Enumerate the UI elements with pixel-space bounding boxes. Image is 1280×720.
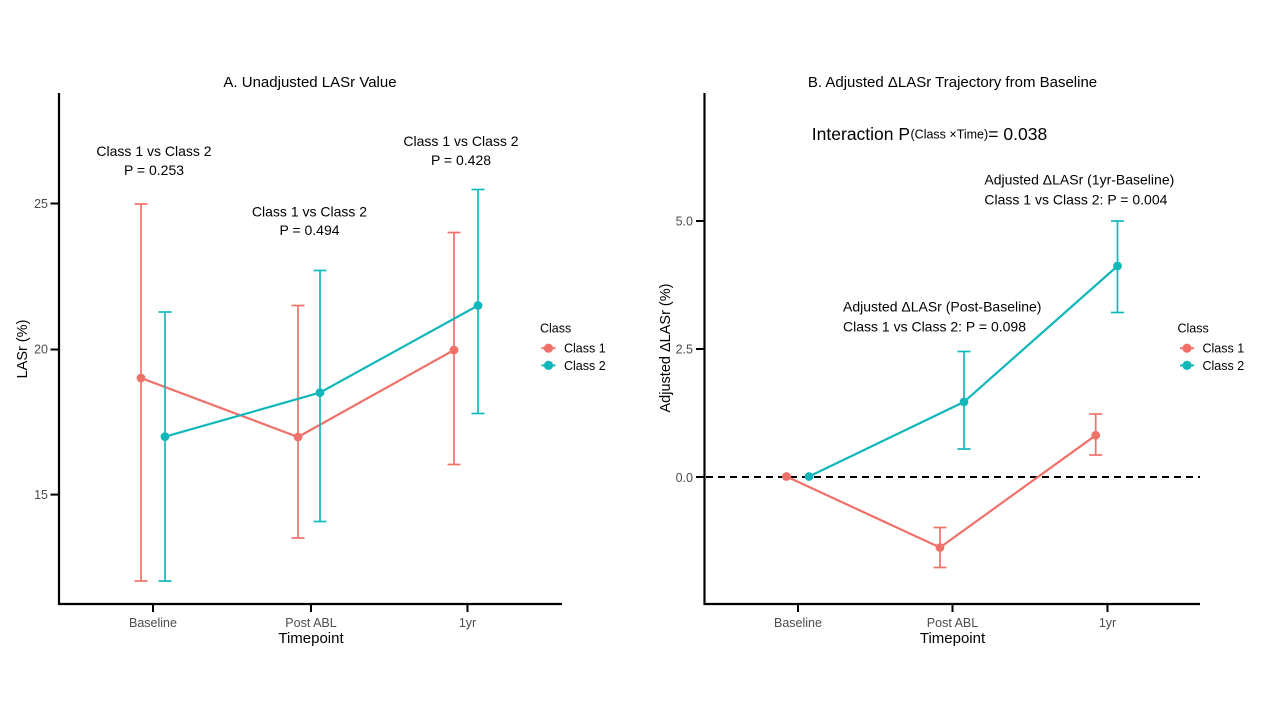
svg-text:Adjusted ΔLASr (1yr-Baseline): Adjusted ΔLASr (1yr-Baseline) <box>984 172 1174 188</box>
svg-text:Class 1: Class 1 <box>1203 342 1245 356</box>
svg-text:Class: Class <box>540 322 571 336</box>
svg-text:Class 1 vs Class 2: P = 0.098: Class 1 vs Class 2: P = 0.098 <box>843 318 1026 334</box>
svg-text:P = 0.428: P = 0.428 <box>431 152 491 168</box>
svg-text:Class 2: Class 2 <box>564 359 606 373</box>
svg-text:(Class ×Time): (Class ×Time) <box>911 128 989 142</box>
svg-text:A. Unadjusted LASr Value: A. Unadjusted LASr Value <box>223 74 396 91</box>
svg-text:20: 20 <box>34 343 48 357</box>
svg-text:Class 1 vs Class 2: P = 0.004: Class 1 vs Class 2: P = 0.004 <box>984 191 1167 207</box>
svg-text:Post ABL: Post ABL <box>285 616 336 630</box>
svg-text:P = 0.494: P = 0.494 <box>279 222 339 238</box>
svg-text:Baseline: Baseline <box>774 616 822 630</box>
svg-text:15: 15 <box>34 488 48 502</box>
svg-text:Interaction P: Interaction P <box>812 124 910 144</box>
svg-text:0.0: 0.0 <box>676 471 693 485</box>
svg-text:Timepoint: Timepoint <box>920 630 986 647</box>
svg-text:1yr: 1yr <box>459 616 476 630</box>
svg-text:B. Adjusted ΔLASr Trajectory f: B. Adjusted ΔLASr Trajectory from Baseli… <box>808 74 1097 91</box>
svg-text:Timepoint: Timepoint <box>278 630 344 647</box>
svg-text:Class 1 vs Class 2: Class 1 vs Class 2 <box>403 133 518 149</box>
svg-text:Class: Class <box>1178 322 1209 336</box>
svg-text:Post ABL: Post ABL <box>927 616 978 630</box>
svg-text:= 0.038: = 0.038 <box>988 124 1047 144</box>
svg-text:Class 1 vs Class 2: Class 1 vs Class 2 <box>96 143 211 159</box>
svg-text:Class 2: Class 2 <box>1203 359 1245 373</box>
svg-text:1yr: 1yr <box>1099 616 1116 630</box>
svg-text:Class 1: Class 1 <box>564 342 606 356</box>
svg-text:Baseline: Baseline <box>129 616 177 630</box>
svg-text:LASr (%): LASr (%) <box>15 320 31 379</box>
svg-text:Adjusted ΔLASr (%): Adjusted ΔLASr (%) <box>658 284 674 413</box>
svg-text:Class 1 vs Class 2: Class 1 vs Class 2 <box>252 203 367 219</box>
svg-text:2.5: 2.5 <box>676 343 693 357</box>
svg-text:Adjusted ΔLASr (Post-Baseline): Adjusted ΔLASr (Post-Baseline) <box>843 299 1041 315</box>
svg-text:P = 0.253: P = 0.253 <box>124 162 184 178</box>
svg-text:5.0: 5.0 <box>676 215 693 229</box>
svg-text:25: 25 <box>34 197 48 211</box>
